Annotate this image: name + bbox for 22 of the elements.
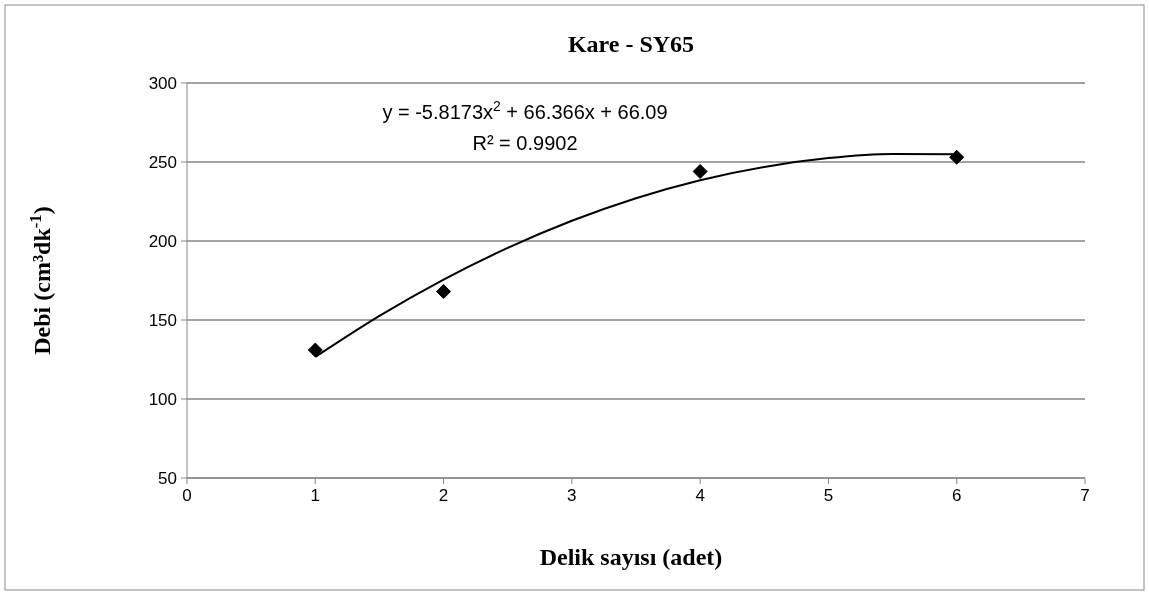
annotation: y = -5.8173x$^{2}$ + 66.366x + 66.09 <box>382 98 668 123</box>
point <box>436 284 452 300</box>
annotation: R² = 0.9902 <box>472 132 578 154</box>
y-tick-label: 300 <box>148 74 177 93</box>
y-tick-label: 100 <box>148 390 177 409</box>
chart-title: Kare - SY65 <box>567 31 695 57</box>
y-tick-label: 250 <box>148 153 177 172</box>
x-tick-label: 6 <box>951 486 962 505</box>
y-tick-label: 50 <box>158 469 177 488</box>
x-tick-label: 2 <box>438 486 449 505</box>
x-tick-label: 7 <box>1080 486 1090 505</box>
x-tick-label: 5 <box>823 486 834 505</box>
point <box>692 163 708 179</box>
point <box>307 342 323 358</box>
y-tick-label: 200 <box>148 232 177 251</box>
y-tick-label: 150 <box>148 311 177 330</box>
x-tick-label: 4 <box>695 486 705 505</box>
x-tick-label: 3 <box>567 486 577 505</box>
x-tick-label: 0 <box>182 486 192 505</box>
x-axis-title: Delik sayısı (adet) <box>539 544 723 570</box>
x-tick-label: 1 <box>310 486 321 505</box>
point <box>949 149 965 165</box>
